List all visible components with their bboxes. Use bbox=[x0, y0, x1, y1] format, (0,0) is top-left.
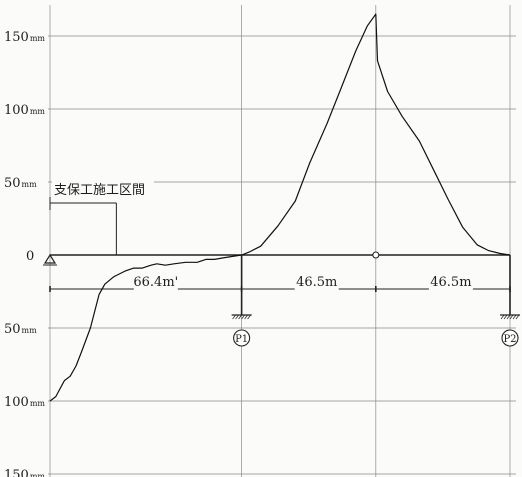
y-tick-label: 150mm bbox=[4, 30, 45, 45]
span-label-bg bbox=[133, 276, 178, 290]
pier-marker-icon bbox=[233, 329, 251, 347]
y-tick-label: 50mm bbox=[4, 322, 37, 337]
ground-hatch-icon bbox=[247, 314, 251, 320]
span-length-label: 46.5m bbox=[296, 275, 337, 290]
left-support-icon bbox=[43, 253, 57, 264]
ground-hatch-icon bbox=[506, 314, 511, 320]
y-tick-label: 100mm bbox=[4, 395, 45, 410]
ground-hatch-icon bbox=[235, 314, 239, 320]
ground-hatch-icon bbox=[500, 314, 505, 320]
span-label-bg bbox=[428, 276, 473, 290]
ground-hatch-icon bbox=[241, 314, 245, 320]
hinge-icon bbox=[372, 251, 380, 259]
y-tick-label: 0 bbox=[26, 249, 34, 264]
span-label-bg bbox=[294, 276, 339, 290]
pier-marker-icon bbox=[501, 329, 519, 347]
y-tick-label: 50mm bbox=[4, 176, 37, 191]
span-length-label: 46.5m bbox=[430, 275, 471, 290]
grid-lines bbox=[48, 5, 516, 477]
ground-hatch-icon bbox=[238, 314, 242, 320]
y-tick-label: 150mm bbox=[4, 468, 45, 477]
ground-hatch-icon bbox=[503, 314, 508, 320]
ground-hatch-icon bbox=[512, 314, 517, 320]
support-label-bg bbox=[52, 181, 154, 197]
ground-hatch-icon bbox=[515, 314, 520, 320]
ground-hatch-icon bbox=[509, 314, 514, 320]
labels: 150mm 100mm 50mm 0 50mm 100mm 150mm P1 P2 66.4m' 4… bbox=[4, 30, 517, 477]
pier-label: P2 bbox=[503, 334, 516, 345]
span-length-label: 66.4m' bbox=[133, 275, 178, 290]
bridge-structure bbox=[43, 251, 520, 347]
support-section-label: 支保工施工区間 bbox=[54, 183, 145, 198]
deflection-line bbox=[49, 13, 511, 402]
ground-hatch-icon bbox=[244, 314, 248, 320]
y-tick-label: 100mm bbox=[4, 103, 45, 118]
deflection-curve bbox=[49, 13, 511, 402]
ground-hatch-icon bbox=[232, 314, 236, 320]
pier-label: P1 bbox=[235, 334, 248, 345]
